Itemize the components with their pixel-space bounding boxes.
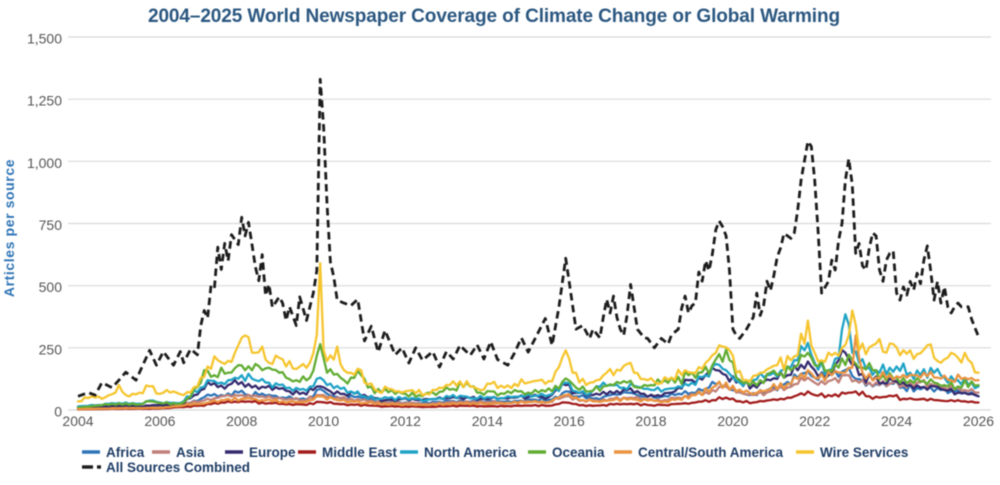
- svg-text:2020: 2020: [717, 413, 748, 429]
- svg-text:Articles per source: Articles per source: [1, 159, 17, 297]
- svg-text:2026: 2026: [963, 413, 994, 429]
- svg-text:2006: 2006: [144, 413, 175, 429]
- svg-text:1,250: 1,250: [27, 93, 62, 109]
- svg-text:Wire Services: Wire Services: [820, 445, 908, 460]
- svg-text:2014: 2014: [472, 413, 503, 429]
- svg-text:2008: 2008: [226, 413, 257, 429]
- svg-text:2024: 2024: [881, 413, 912, 429]
- svg-text:Central/South America: Central/South America: [638, 445, 784, 460]
- svg-text:Oceania: Oceania: [552, 445, 605, 460]
- svg-text:2018: 2018: [635, 413, 666, 429]
- svg-text:500: 500: [39, 279, 63, 295]
- svg-text:North America: North America: [424, 445, 517, 460]
- svg-text:1,000: 1,000: [27, 155, 62, 171]
- svg-text:0: 0: [54, 404, 62, 420]
- svg-text:Middle East: Middle East: [322, 445, 398, 460]
- svg-text:1,500: 1,500: [27, 31, 62, 47]
- svg-text:2016: 2016: [554, 413, 585, 429]
- svg-text:Asia: Asia: [176, 445, 205, 460]
- svg-text:All Sources Combined: All Sources Combined: [106, 460, 250, 475]
- svg-text:250: 250: [39, 341, 63, 357]
- svg-text:Africa: Africa: [106, 445, 145, 460]
- svg-text:2022: 2022: [799, 413, 830, 429]
- svg-text:2004: 2004: [62, 413, 93, 429]
- svg-text:2004–2025 World Newspaper Cove: 2004–2025 World Newspaper Coverage of Cl…: [148, 6, 840, 27]
- svg-text:Europe: Europe: [249, 445, 296, 460]
- svg-text:2012: 2012: [390, 413, 421, 429]
- svg-text:2010: 2010: [308, 413, 339, 429]
- svg-text:750: 750: [39, 217, 63, 233]
